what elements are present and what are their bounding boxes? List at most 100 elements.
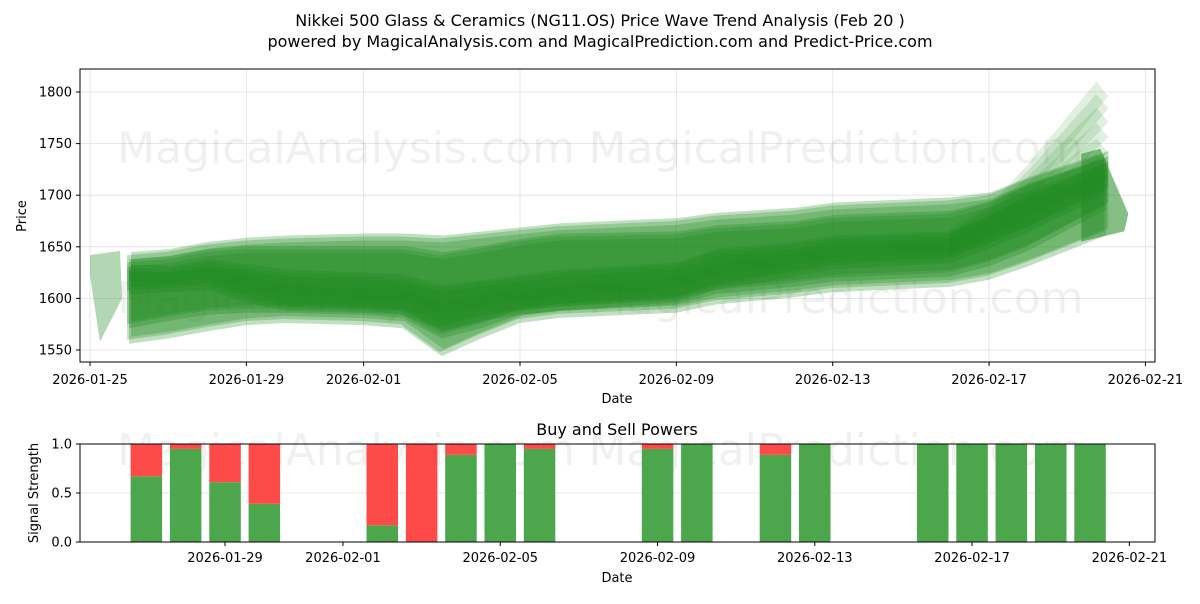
signal-x-ticks: 2026-01-29 2026-02-01 2026-02-05 2026-02-09… (187, 542, 1167, 566)
buy-power-bar (366, 525, 398, 542)
forecast-spike (950, 153, 1109, 258)
signal-bar-2026-01-27 (130, 444, 163, 542)
sell-power-bar (445, 444, 477, 455)
buy-power-bar (956, 444, 988, 542)
wave-center-line (128, 170, 1109, 314)
signal-bar-2026-02-18 (995, 444, 1028, 542)
buy-power-bar (169, 448, 202, 542)
signal-bar-2026-01-28 (169, 444, 202, 542)
price-y-ticks: 1550 1600 1650 1700 1750 1800 (39, 86, 80, 359)
signal-bar-2026-02-17 (956, 444, 988, 542)
watermark-magicalprediction: MagicalPrediction.com (589, 273, 1084, 324)
x-tick-label: 2026-02-09 (620, 551, 696, 566)
figure-subtitle: powered by MagicalAnalysis.com and Magic… (267, 32, 932, 51)
signal-bar-2026-02-19 (1035, 444, 1067, 542)
buy-power-bar (995, 444, 1028, 542)
buy-power-bar (641, 448, 674, 542)
wave-band-outer-upper (127, 153, 1105, 353)
buy-power-bar (917, 444, 949, 542)
signal-bar-2026-02-05 (484, 444, 516, 542)
y-tick-label: 0.0 (51, 536, 72, 551)
forecast-spike (950, 107, 1109, 251)
buy-power-bar (130, 476, 163, 542)
wave-band-inner (131, 161, 1109, 325)
watermark-magicalprediction: MagicalPrediction.com (589, 123, 1084, 174)
sell-power-bar (366, 444, 398, 526)
buy-power-bar (484, 444, 516, 542)
buy-power-bar (523, 448, 556, 542)
x-tick-label: 2026-02-21 (1092, 551, 1168, 566)
watermark-magicalanalysis: MagicalAnalysis.com (117, 123, 575, 174)
wave-end-cap (1081, 148, 1129, 242)
wave-start-cap (90, 250, 122, 342)
signal-bar-2026-02-03 (405, 444, 438, 542)
signal-bar-2026-01-30 (248, 444, 281, 542)
price-wave-bands (90, 81, 1129, 357)
x-tick-label: 2026-02-05 (482, 373, 558, 388)
buy-power-bar (759, 454, 792, 542)
buy-power-bar (1035, 444, 1067, 542)
signal-x-label: Date (601, 571, 632, 586)
forecast-spike (950, 94, 1109, 249)
sell-power-bar (523, 444, 556, 449)
signal-y-label: Signal Strength (27, 443, 42, 543)
signal-bar-2026-02-10 (681, 444, 713, 542)
x-tick-label: 2026-01-29 (209, 373, 285, 388)
signal-bar-2026-02-16 (917, 444, 949, 542)
y-tick-label: 0.5 (51, 487, 72, 502)
forecast-spike (950, 138, 1109, 256)
x-tick-label: 2026-02-17 (934, 551, 1010, 566)
buy-power-bar (445, 454, 477, 542)
price-axes-frame (79, 68, 1156, 363)
wave-band-mid (131, 156, 1109, 332)
x-tick-label: 2026-02-01 (305, 551, 381, 566)
sell-power-bar (169, 444, 202, 449)
y-tick-label: 1800 (39, 86, 72, 101)
price-x-ticks: 2026-01-25 2026-01-29 2026-02-01 2026-02-05… (52, 362, 1183, 388)
buy-sell-powers-chart: Buy and Sell Powers MagicalAnalysis.com … (27, 420, 1167, 586)
x-tick-label: 2026-02-01 (326, 373, 402, 388)
wave-band-inner (127, 164, 1105, 328)
signal-y-ticks: 0.0 0.5 1.0 (51, 438, 80, 551)
buy-power-bar (681, 444, 713, 542)
signal-bars (130, 444, 1106, 542)
x-tick-label: 2026-02-13 (795, 373, 871, 388)
y-tick-label: 1600 (39, 292, 72, 307)
signal-bar-2026-02-20 (1074, 444, 1106, 542)
x-tick-label: 2026-02-21 (1108, 373, 1184, 388)
forecast-spike (950, 123, 1109, 253)
forecast-spike (950, 81, 1109, 247)
x-tick-label: 2026-02-17 (951, 373, 1027, 388)
signal-bar-2026-02-12 (759, 444, 792, 542)
signal-chart-title: Buy and Sell Powers (536, 420, 698, 439)
y-tick-label: 1650 (39, 240, 72, 255)
x-tick-label: 2026-01-25 (52, 373, 128, 388)
signal-bar-2026-02-04 (445, 444, 477, 542)
price-wave-chart: MagicalAnalysis.com MagicalPrediction.co… (15, 68, 1183, 407)
signal-bar-2026-02-02 (366, 444, 398, 542)
wave-band-outer-upper (131, 150, 1109, 350)
x-tick-label: 2026-02-09 (639, 373, 715, 388)
price-grid (80, 69, 1155, 362)
sell-power-bar (248, 444, 281, 504)
watermark-magicalanalysis: MagicalAnalysis.com (117, 273, 575, 324)
buy-power-bar (209, 482, 241, 542)
y-tick-label: 1.0 (51, 438, 72, 453)
y-tick-label: 1750 (39, 137, 72, 152)
buy-power-bar (248, 503, 281, 542)
sell-power-bar (759, 444, 792, 455)
sell-power-bar (209, 444, 241, 483)
y-tick-label: 1700 (39, 189, 72, 204)
x-tick-label: 2026-02-13 (777, 551, 853, 566)
buy-power-bar (1074, 444, 1106, 542)
price-x-label: Date (601, 392, 632, 407)
wave-band-mid (127, 159, 1105, 335)
wave-band-inner (129, 168, 1107, 332)
figure-title: Nikkei 500 Glass & Ceramics (NG11.OS) Pr… (295, 11, 904, 30)
sell-power-bar (641, 444, 674, 449)
price-y-label: Price (15, 200, 30, 232)
signal-bar-2026-02-13 (799, 444, 831, 542)
sell-power-bar (130, 444, 163, 477)
